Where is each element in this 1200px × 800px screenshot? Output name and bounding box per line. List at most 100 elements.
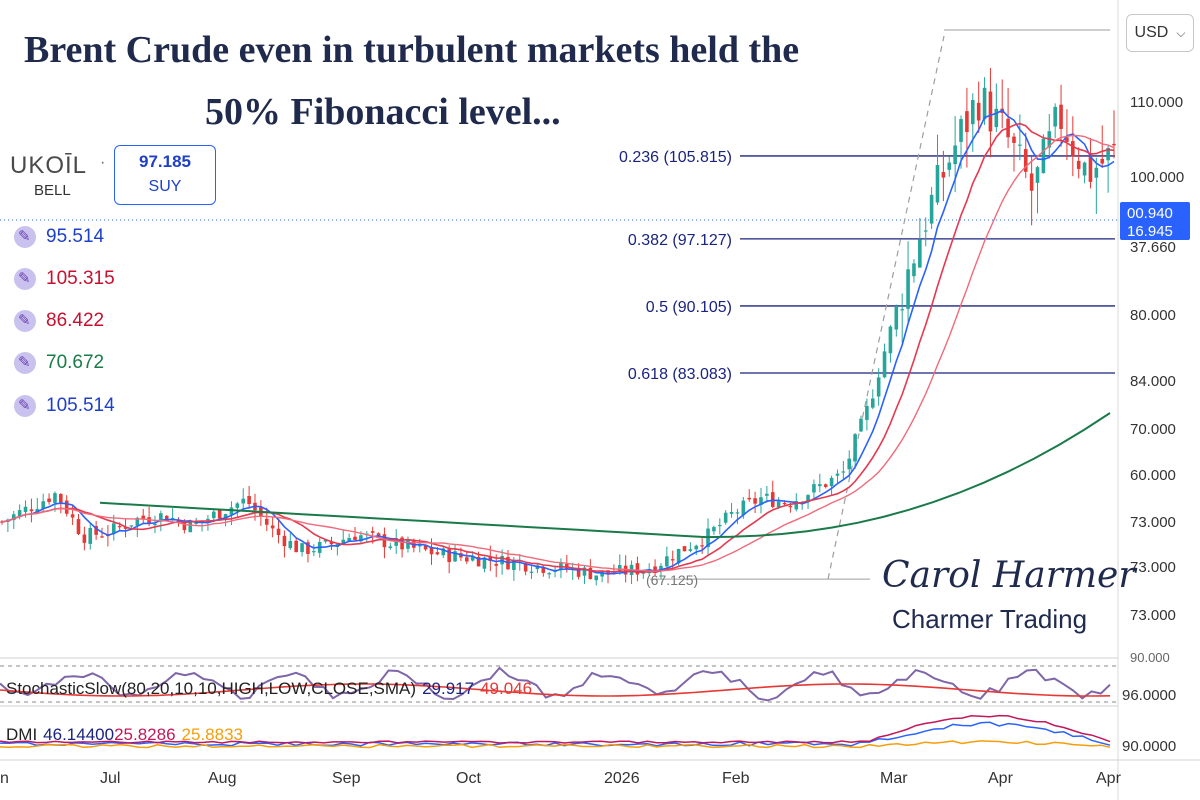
candle-body — [812, 484, 816, 493]
candle-body — [206, 518, 210, 521]
current-price-tag — [1120, 202, 1190, 240]
time-axis-label: n — [0, 770, 9, 787]
candle-body — [329, 541, 334, 545]
candle-body — [0, 521, 4, 523]
candle-body — [923, 230, 928, 232]
candle-body — [135, 517, 140, 526]
price-axis-label: 73.000 — [1130, 559, 1176, 576]
candle-body — [688, 549, 693, 551]
candle-body — [870, 398, 875, 408]
candle-body — [406, 540, 410, 549]
candle-body — [323, 540, 328, 542]
candle-body — [547, 573, 551, 575]
ma-long-line — [99, 412, 1111, 539]
candle-body — [882, 351, 887, 378]
symbol-box[interactable]: UKOĪL · BELL — [8, 148, 108, 206]
stoch-axis-top: 90.000 — [1130, 650, 1170, 665]
candle-body — [94, 526, 98, 535]
candle-body — [841, 471, 846, 473]
candle-body — [182, 521, 187, 531]
candle-body — [717, 524, 722, 527]
candle-body — [1088, 154, 1093, 182]
ma-legend-item-3[interactable]: 86.422 — [14, 306, 104, 336]
low-annotation: (67.125) — [646, 572, 698, 588]
candle-body — [759, 497, 763, 505]
candle-body — [1041, 138, 1046, 174]
dmi-adx-value: 25.8833 — [181, 725, 243, 744]
candle-body — [276, 528, 281, 536]
candle-body — [29, 509, 34, 512]
pencil-icon[interactable] — [14, 226, 36, 248]
candle-body — [35, 508, 40, 512]
price-axis-label: 60.000 — [1130, 467, 1176, 484]
candle-body — [1106, 148, 1110, 161]
candle-body — [765, 493, 769, 496]
candle-body — [17, 510, 22, 517]
fib-level-label: 0.5 (90.105) — [646, 299, 732, 316]
headline-line-2: 50% Fibonacci level... — [205, 91, 561, 133]
candle-body — [876, 377, 881, 397]
pencil-icon[interactable] — [14, 310, 36, 332]
candle-body — [382, 534, 387, 548]
pencil-icon[interactable] — [14, 268, 36, 290]
candle-body — [76, 519, 81, 534]
candle-body — [482, 557, 487, 569]
ma-legend-item-5[interactable]: 105.514 — [14, 391, 115, 421]
price-axis-label: 73.000 — [1130, 607, 1176, 624]
candle-body — [235, 503, 240, 508]
candle-body — [247, 496, 251, 504]
candle-body — [294, 540, 298, 553]
candle-body — [918, 239, 922, 268]
candle-body — [959, 119, 963, 142]
dmi-adx-line — [0, 740, 1111, 749]
candle-body — [835, 473, 840, 476]
candle-body — [417, 544, 422, 547]
price-label: SUY — [148, 178, 182, 195]
candle-body — [818, 484, 822, 487]
time-axis-label: Mar — [880, 770, 908, 787]
chevron-down-icon: ⌵ — [1176, 25, 1186, 40]
candle-body — [953, 145, 957, 165]
price-value: 97.185 — [139, 152, 191, 171]
ma-legend-item-1[interactable]: 95.514 — [14, 222, 104, 252]
candle-body — [376, 533, 381, 536]
symbol-separator: · — [100, 154, 106, 171]
candle-body — [388, 546, 393, 549]
ma-legend-item-2[interactable]: 105.315 — [14, 264, 115, 294]
candle-body — [735, 512, 740, 514]
time-axis-label: Sep — [332, 770, 361, 787]
currency-dropdown[interactable]: USD ⌵ — [1126, 14, 1194, 52]
price-axis-label: 37.660 — [1130, 239, 1176, 256]
sell-price-box[interactable]: 97.185 SUY — [114, 145, 216, 205]
candle-body — [423, 545, 428, 550]
stoch-axis-label: 96.0000 — [1122, 687, 1176, 704]
candle-body — [300, 543, 304, 553]
candle-body — [223, 514, 228, 520]
candle-body — [188, 521, 193, 533]
candle-body — [988, 91, 993, 132]
current-price-value: 00.940 — [1127, 205, 1173, 222]
ma-value-4: 70.672 — [46, 352, 105, 373]
candle-body — [1076, 160, 1081, 169]
pencil-icon[interactable] — [14, 352, 36, 374]
candle-body — [588, 567, 593, 579]
candle-body — [412, 539, 416, 548]
price-axis-label: 84.000 — [1130, 373, 1176, 390]
candle-body — [823, 484, 828, 487]
candle-body — [488, 556, 493, 562]
candle-body — [794, 501, 799, 510]
price-axis-label: 80.000 — [1130, 307, 1176, 324]
stochastic-legend[interactable]: StochasticSlow(80,20,10,10,HIGH,LOW,CLOS… — [6, 679, 532, 699]
pencil-icon[interactable] — [14, 395, 36, 417]
candle-body — [447, 549, 451, 563]
dmi-legend[interactable]: DMI 46.1440025.8286 25.8833 — [6, 725, 243, 745]
dmi-axis-label: 90.0000 — [1122, 738, 1176, 755]
candle-body — [1071, 141, 1075, 157]
candle-body — [659, 565, 663, 571]
candle-body — [212, 511, 216, 519]
candle-body — [906, 269, 910, 309]
fib-trend-line — [827, 35, 945, 580]
candle-body — [1012, 136, 1016, 143]
ma-legend-item-4[interactable]: 70.672 — [14, 348, 104, 378]
